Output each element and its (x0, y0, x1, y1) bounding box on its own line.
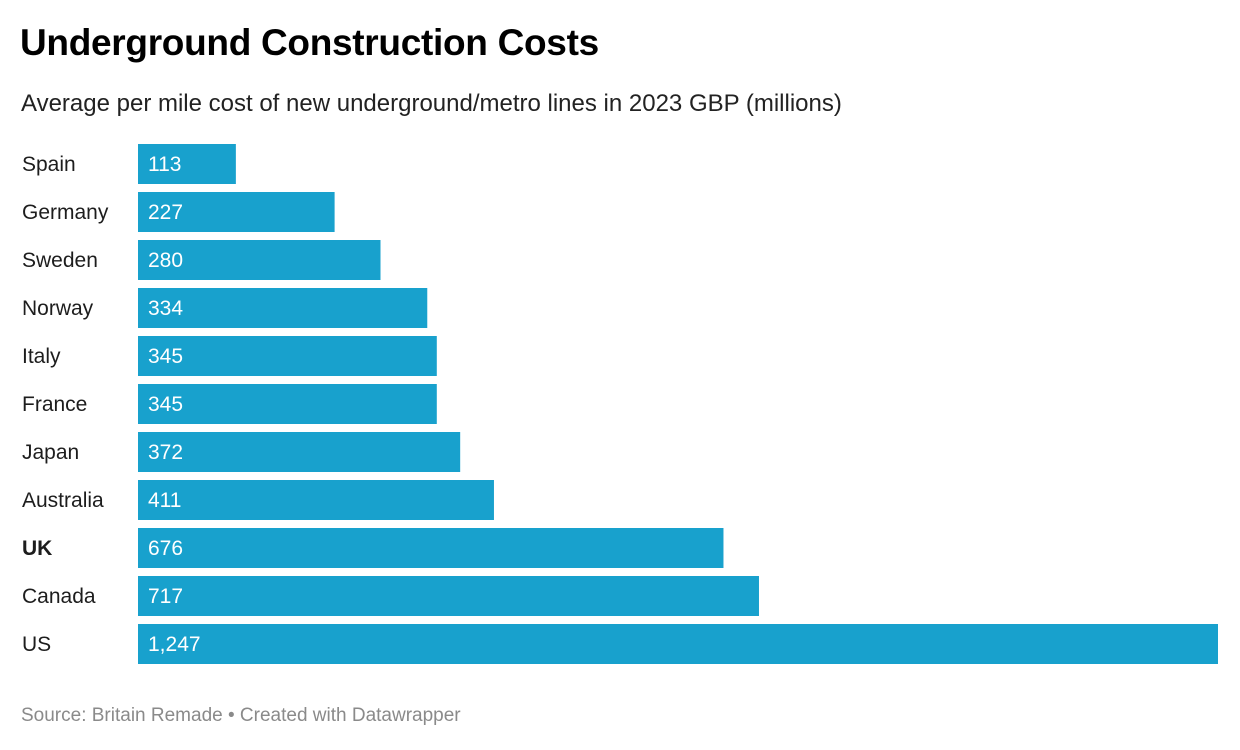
bar-france (138, 384, 437, 424)
category-label: France (22, 393, 87, 416)
value-label: 345 (148, 393, 183, 416)
value-label: 717 (148, 585, 183, 608)
category-label: Spain (22, 153, 76, 176)
bar-canada (138, 576, 759, 616)
value-label: 280 (148, 249, 183, 272)
value-label: 411 (148, 489, 181, 512)
value-label: 372 (148, 441, 183, 464)
value-label: 1,247 (148, 633, 201, 656)
category-label: Australia (22, 489, 104, 512)
bar-germany (138, 192, 335, 232)
value-label: 227 (148, 201, 183, 224)
category-label: Canada (22, 585, 96, 608)
value-label: 334 (148, 297, 183, 320)
value-label: 676 (148, 537, 183, 560)
category-label: Sweden (22, 249, 98, 272)
bar-norway (138, 288, 428, 328)
bar-us (138, 624, 1218, 664)
bar-italy (138, 336, 437, 376)
value-label: 113 (148, 153, 181, 176)
bar-uk (138, 528, 724, 568)
bar-chart: Spain 113 Germany 227 Sweden 280 Norway 334 Ital… (22, 144, 1218, 664)
chart-title: Underground Construction Costs (20, 22, 599, 63)
category-label: Norway (22, 297, 94, 320)
chart-subtitle: Average per mile cost of new underground… (21, 90, 842, 117)
bar-japan (138, 432, 461, 472)
value-label: 345 (148, 345, 183, 368)
bar-sweden (138, 240, 381, 280)
category-label: Japan (22, 441, 79, 464)
chart-source: Source: Britain Remade • Created with Da… (21, 705, 461, 726)
category-label: Germany (22, 201, 109, 224)
bar-australia (138, 480, 494, 520)
category-label: Italy (22, 345, 61, 368)
bar-spain (138, 144, 236, 184)
category-label: US (22, 633, 51, 656)
category-label: UK (22, 537, 52, 560)
